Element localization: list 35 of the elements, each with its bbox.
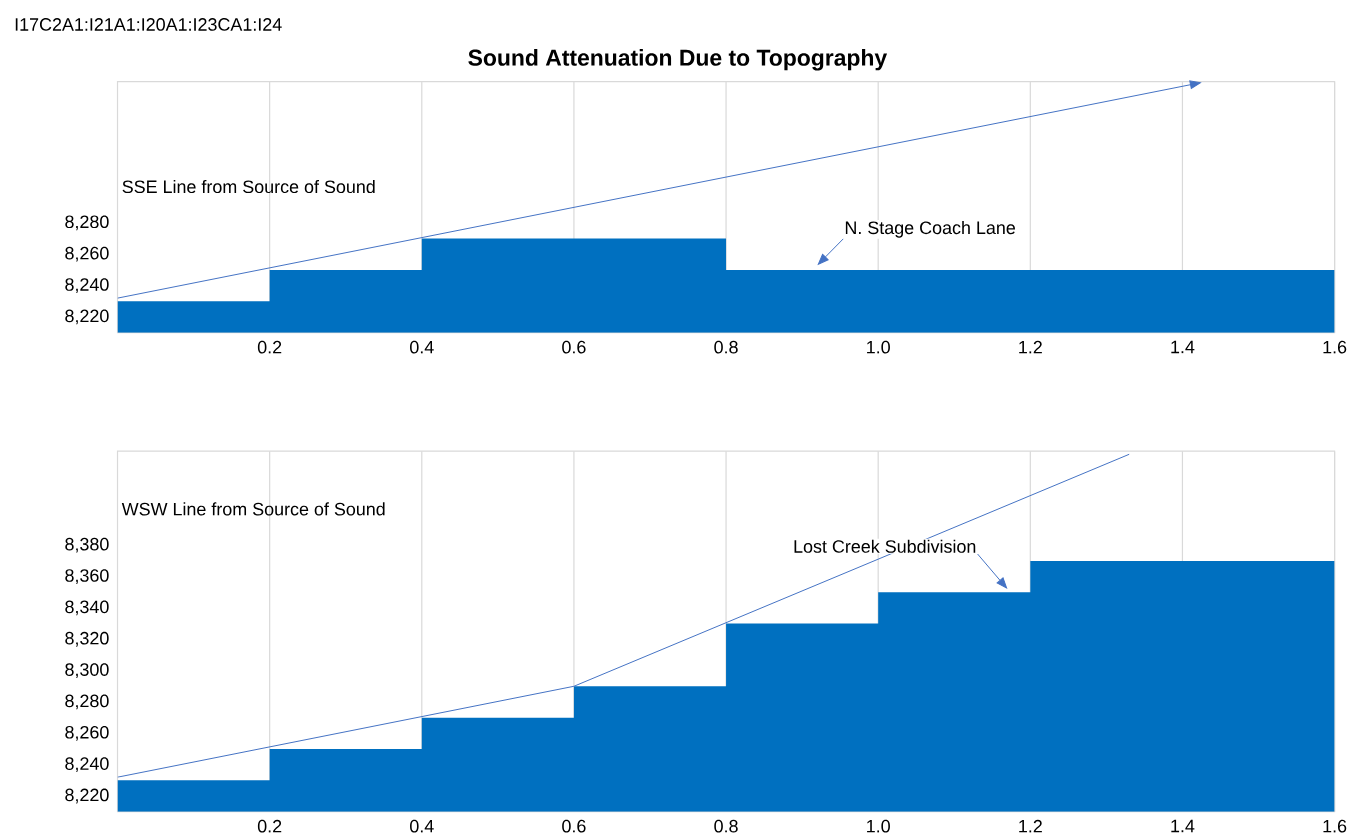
x-tick-label: 1.4 (1171, 341, 1195, 354)
x-tick-label: 1.6 (1323, 820, 1347, 833)
x-tick-label: 1.0 (867, 340, 890, 354)
y-tick-label: 8,280 (65, 694, 109, 710)
y-axis-title: WSW Line from Source of Sound (121, 502, 385, 516)
x-tick-label: 0.4 (410, 340, 434, 354)
x-tick-label: 0.6 (562, 340, 586, 354)
y-tick-label: 8,360 (65, 569, 109, 585)
y-axis-title: SSE Line from Source of Sound (122, 180, 375, 194)
x-tick-label: 0.8 (714, 340, 738, 354)
x-tick-label: 0.2 (257, 820, 282, 833)
x-tick-label: 1.0 (867, 820, 890, 833)
y-tick-label: 8,280 (65, 215, 109, 231)
annotation: N. Stage Coach Lane (845, 221, 1015, 238)
y-tick-label: 8,220 (65, 788, 109, 804)
y-tick-label: 8,300 (65, 663, 109, 679)
x-tick-label: 1.2 (1019, 340, 1042, 354)
y-tick-label: 8,380 (65, 538, 109, 553)
x-tick-label: 0.2 (257, 340, 282, 354)
x-tick-label: 1.2 (1019, 820, 1042, 833)
y-tick-label: 8,240 (65, 757, 109, 773)
text: I17C2A1:I21A1:I20A1:I23CA1:I24 (15, 18, 282, 32)
x-tick-label: 1.4 (1171, 820, 1195, 833)
x-tick-label: 0.4 (410, 820, 434, 833)
y-tick-label: 8,240 (65, 278, 109, 294)
y-tick-label: 8,320 (65, 632, 109, 647)
y-tick-label: 8,220 (65, 309, 109, 325)
chart-title: Sound Attenuation Due to Topography (468, 49, 888, 71)
x-tick-label: 0.6 (562, 820, 586, 833)
x-tick-label: 1.6 (1323, 340, 1347, 354)
y-tick-label: 8,260 (65, 726, 109, 741)
y-tick-label: 8,340 (65, 600, 109, 616)
x-tick-label: 0.8 (714, 820, 738, 833)
y-tick-label: 8,260 (65, 246, 109, 262)
annotation: Lost Creek Subdivision (794, 539, 976, 554)
